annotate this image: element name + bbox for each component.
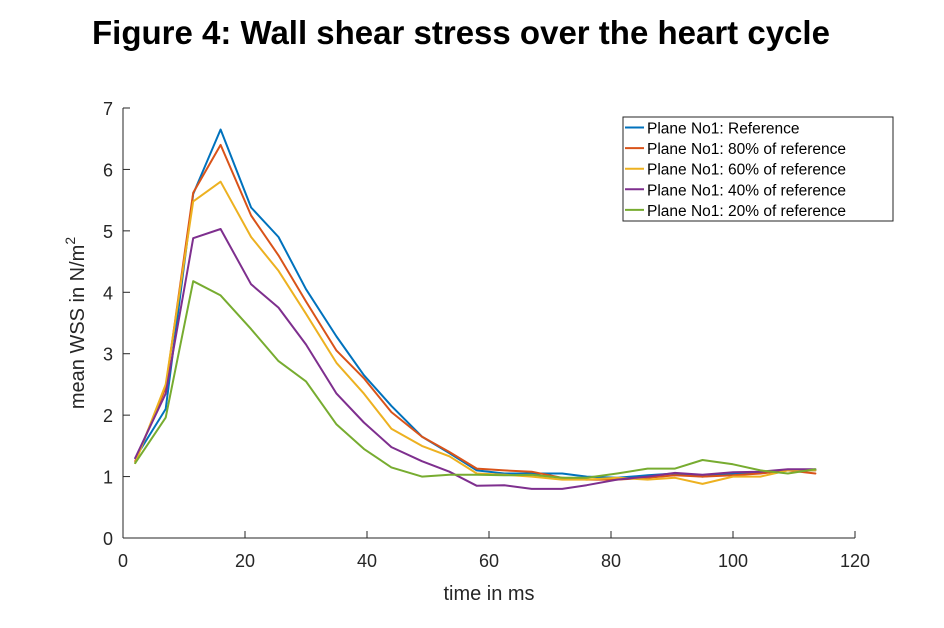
x-tick-label: 80: [601, 551, 621, 571]
y-axis-label-text: mean WSS in N/m: [67, 245, 89, 409]
y-tick-label: 2: [103, 406, 113, 426]
legend-label-1: Plane No1: Reference: [647, 121, 800, 138]
x-tick-label: 120: [840, 551, 870, 571]
legend-box: [622, 116, 894, 222]
series-lines: [134, 128, 817, 490]
legend-label-2: Plane No1: 80% of reference: [647, 141, 846, 158]
y-tick-label: 7: [103, 99, 113, 119]
series-line-2: [134, 143, 817, 481]
series-line-3: [134, 180, 817, 485]
series-line-4: [134, 228, 817, 490]
legend: Plane No1: Reference Plane No1: 80% of re…: [622, 116, 894, 222]
y-axis-label: mean WSS in N/m2: [62, 237, 89, 409]
y-tick-label: 1: [103, 468, 113, 488]
x-tick-label: 60: [479, 551, 499, 571]
y-tick-label: 0: [103, 529, 113, 549]
legend-label-3: Plane No1: 60% of reference: [647, 162, 846, 179]
x-tick-label: 100: [718, 551, 748, 571]
chart-title: Figure 4: Wall shear stress over the hea…: [92, 14, 830, 51]
legend-label-4: Plane No1: 40% of reference: [647, 182, 846, 199]
y-tick-label: 3: [103, 345, 113, 365]
legend-label-5: Plane No1: 20% of reference: [647, 203, 846, 220]
y-axis-label-superscript: 2: [62, 237, 78, 245]
x-tick-label: 0: [118, 551, 128, 571]
y-tick-label: 6: [103, 160, 113, 180]
x-tick-label: 40: [357, 551, 377, 571]
series-line-5: [134, 280, 817, 479]
axes: 0 20 40 60 80 100 120 0 1 2 3 4 5 6 7 time in ms mean WS…: [62, 99, 870, 605]
x-tick-label: 20: [235, 551, 255, 571]
y-tick-label: 4: [103, 283, 113, 303]
x-axis-label: time in ms: [443, 583, 534, 605]
y-tick-label: 5: [103, 222, 113, 242]
